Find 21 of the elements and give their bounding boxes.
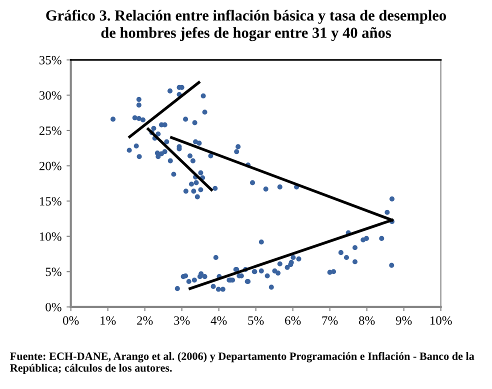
y-tick-label: 5%: [46, 268, 62, 276]
x-tick-label: 5%: [248, 316, 264, 325]
x-tick-label: 3%: [174, 316, 190, 325]
y-tick-label: 15%: [40, 197, 62, 206]
x-tick-label: 7%: [322, 316, 338, 325]
y-tick-label: 30%: [40, 91, 62, 100]
x-tick-label: 8%: [358, 316, 375, 325]
y-tick-label: 20%: [39, 162, 62, 170]
x-tick-label: 10%: [430, 316, 452, 325]
source-note: Fuente: ECH-DANE, Arango et al. (2006) y Departamento Programación e Inflación - Banco de la República; cálculos de los autores.: [10, 352, 474, 374]
x-tick-label: 2%: [137, 316, 153, 325]
y-tick-label: 10%: [40, 232, 62, 241]
x-tick-label: 0%: [62, 316, 79, 325]
x-tick-label: 4%: [210, 316, 227, 325]
x-tick-label: 1%: [100, 316, 116, 325]
y-tick-label: 25%: [39, 126, 62, 135]
y-tick-label: 35%: [40, 56, 62, 64]
x-tick-label: 6%: [285, 316, 301, 325]
x-tick-label: 9%: [396, 316, 412, 325]
chart-title: Gráfico 3. Relación entre inflación básica y tasa de desempleo de hombres jefes de hogar entre 31 y 40 años: [46, 10, 446, 42]
y-tick-label: 0%: [46, 302, 62, 312]
